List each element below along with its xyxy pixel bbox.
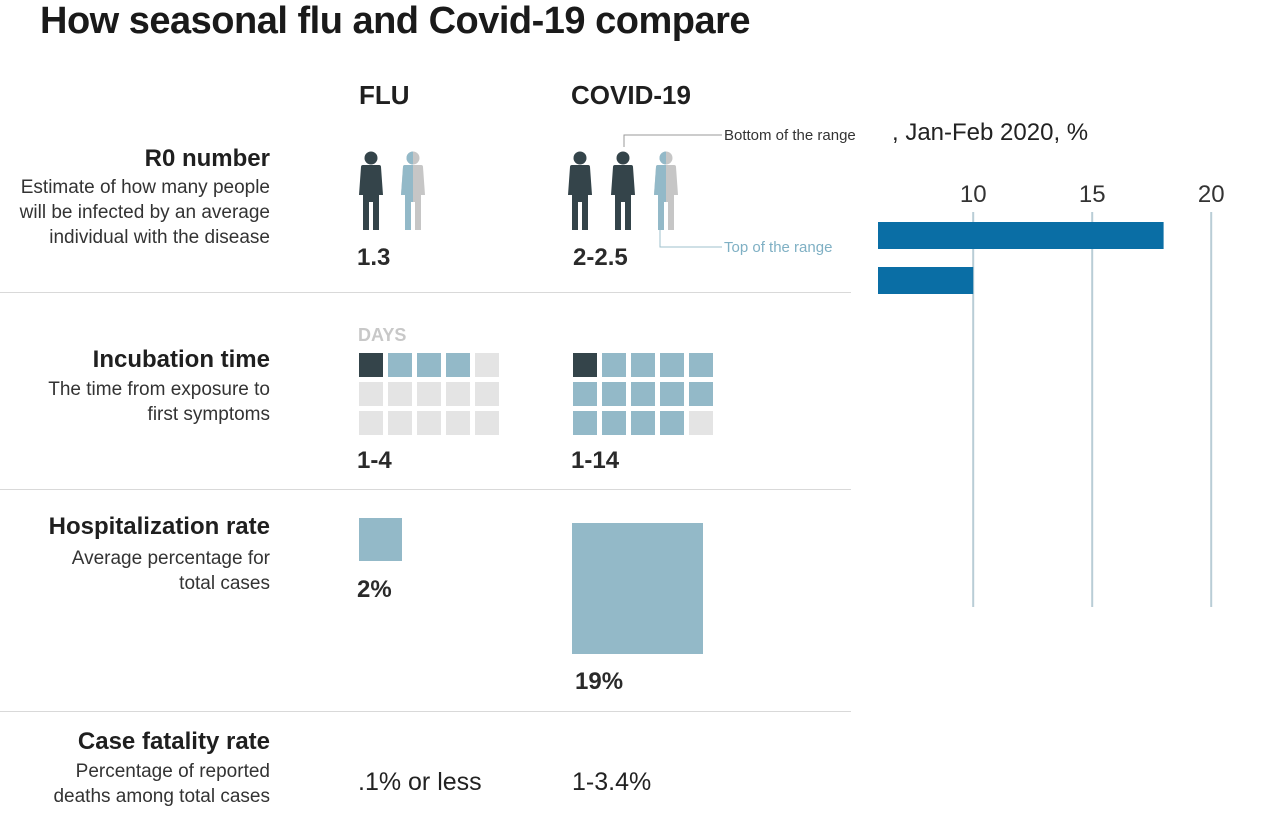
covid-hospitalization-square — [572, 523, 703, 654]
flu-day-cell — [388, 411, 412, 435]
page-title: How seasonal flu and Covid-19 compare — [40, 0, 751, 42]
hospitalization-desc-line-2: total cases — [179, 573, 270, 594]
fatality-title: Case fatality rate — [77, 728, 270, 755]
flu-days-grid — [359, 353, 499, 435]
person-icon — [359, 151, 383, 230]
range-annotation-lines — [623, 134, 722, 248]
hospitalization-desc-line-1: Average percentage for — [71, 548, 270, 569]
flu-day-cell — [475, 411, 499, 435]
bar — [878, 267, 974, 294]
person-icon — [568, 151, 592, 230]
covid-day-cell — [689, 353, 713, 377]
flu-r0-figures — [357, 150, 433, 234]
fatality-desc-line-1: Percentage of reported — [75, 761, 270, 782]
covid-incubation-value: 1-14 — [571, 447, 620, 474]
covid-day-cell — [631, 382, 655, 406]
flu-day-cell — [446, 353, 470, 377]
covid-day-cell — [689, 411, 713, 435]
covid-day-cell — [602, 411, 626, 435]
r0-desc-line-2: will be infected by an average — [19, 202, 270, 223]
row-divider — [0, 711, 851, 712]
hospitalization-description: Average percentage for total cases — [72, 546, 270, 596]
flu-day-cell — [446, 411, 470, 435]
flu-day-cell — [388, 382, 412, 406]
covid-r0-value: 2-2.5 — [573, 244, 628, 271]
bar — [878, 222, 1164, 249]
covid-day-cell — [602, 382, 626, 406]
flu-day-cell — [417, 382, 441, 406]
days-label: DAYS — [358, 325, 407, 345]
row-divider — [0, 292, 851, 293]
covid-day-cell — [660, 382, 684, 406]
covid-day-cell — [573, 353, 597, 377]
incubation-description: The time from exposure to first symptoms — [48, 377, 270, 427]
flu-hospitalization-value: 2% — [357, 576, 392, 603]
flu-day-cell — [359, 411, 383, 435]
flu-day-cell — [417, 411, 441, 435]
covid-day-cell — [689, 382, 713, 406]
annotation-bottom-of-range: Bottom of the range — [724, 127, 856, 144]
covid-day-cell — [631, 353, 655, 377]
flu-day-cell — [359, 353, 383, 377]
covid-days-grid — [573, 353, 713, 435]
flu-day-cell — [388, 353, 412, 377]
flu-day-cell — [475, 353, 499, 377]
fatality-description: Percentage of reported deaths among tota… — [53, 759, 270, 809]
flu-hospitalization-square — [359, 518, 402, 561]
incubation-title: Incubation time — [92, 346, 270, 373]
incubation-desc-line-1: The time from exposure to — [48, 379, 270, 400]
x-tick-label: 10 — [960, 181, 987, 208]
flu-day-cell — [446, 382, 470, 406]
x-tick-label: 20 — [1198, 181, 1225, 208]
r0-desc-line-1: Estimate of how many people — [20, 177, 270, 198]
covid-hospitalization-value: 19% — [575, 668, 624, 695]
flu-fatality-value: .1% or less — [358, 768, 482, 796]
covid-fatality-value: 1-3.4% — [572, 768, 652, 796]
covid-day-cell — [573, 382, 597, 406]
r0-description: Estimate of how many people will be infe… — [20, 175, 270, 250]
chart-title: , Jan-Feb 2020, % — [892, 119, 1088, 146]
flu-r0-value: 1.3 — [357, 244, 391, 271]
flu-incubation-value: 1-4 — [357, 447, 392, 474]
hospitalization-title: Hospitalization rate — [48, 513, 270, 540]
covid-day-cell — [660, 411, 684, 435]
covid-day-cell — [631, 411, 655, 435]
flu-column-header: FLU — [359, 80, 410, 110]
covid-day-cell — [660, 353, 684, 377]
flu-day-cell — [475, 382, 499, 406]
covid-day-cell — [573, 411, 597, 435]
incubation-desc-line-2: first symptoms — [147, 404, 270, 425]
covid-day-cell — [602, 353, 626, 377]
annotation-top-of-range: Top of the range — [724, 239, 833, 256]
covid-column-header: COVID-19 — [571, 80, 691, 110]
flu-day-cell — [417, 353, 441, 377]
x-tick-label: 15 — [1079, 181, 1106, 208]
flu-day-cell — [359, 382, 383, 406]
r0-desc-line-3: individual with the disease — [49, 227, 270, 248]
row-divider — [0, 489, 851, 490]
bar-chart: , Jan-Feb 2020, % 10 15 20 — [878, 119, 1225, 607]
fatality-desc-line-2: deaths among total cases — [53, 786, 270, 807]
r0-title: R0 number — [144, 145, 270, 172]
